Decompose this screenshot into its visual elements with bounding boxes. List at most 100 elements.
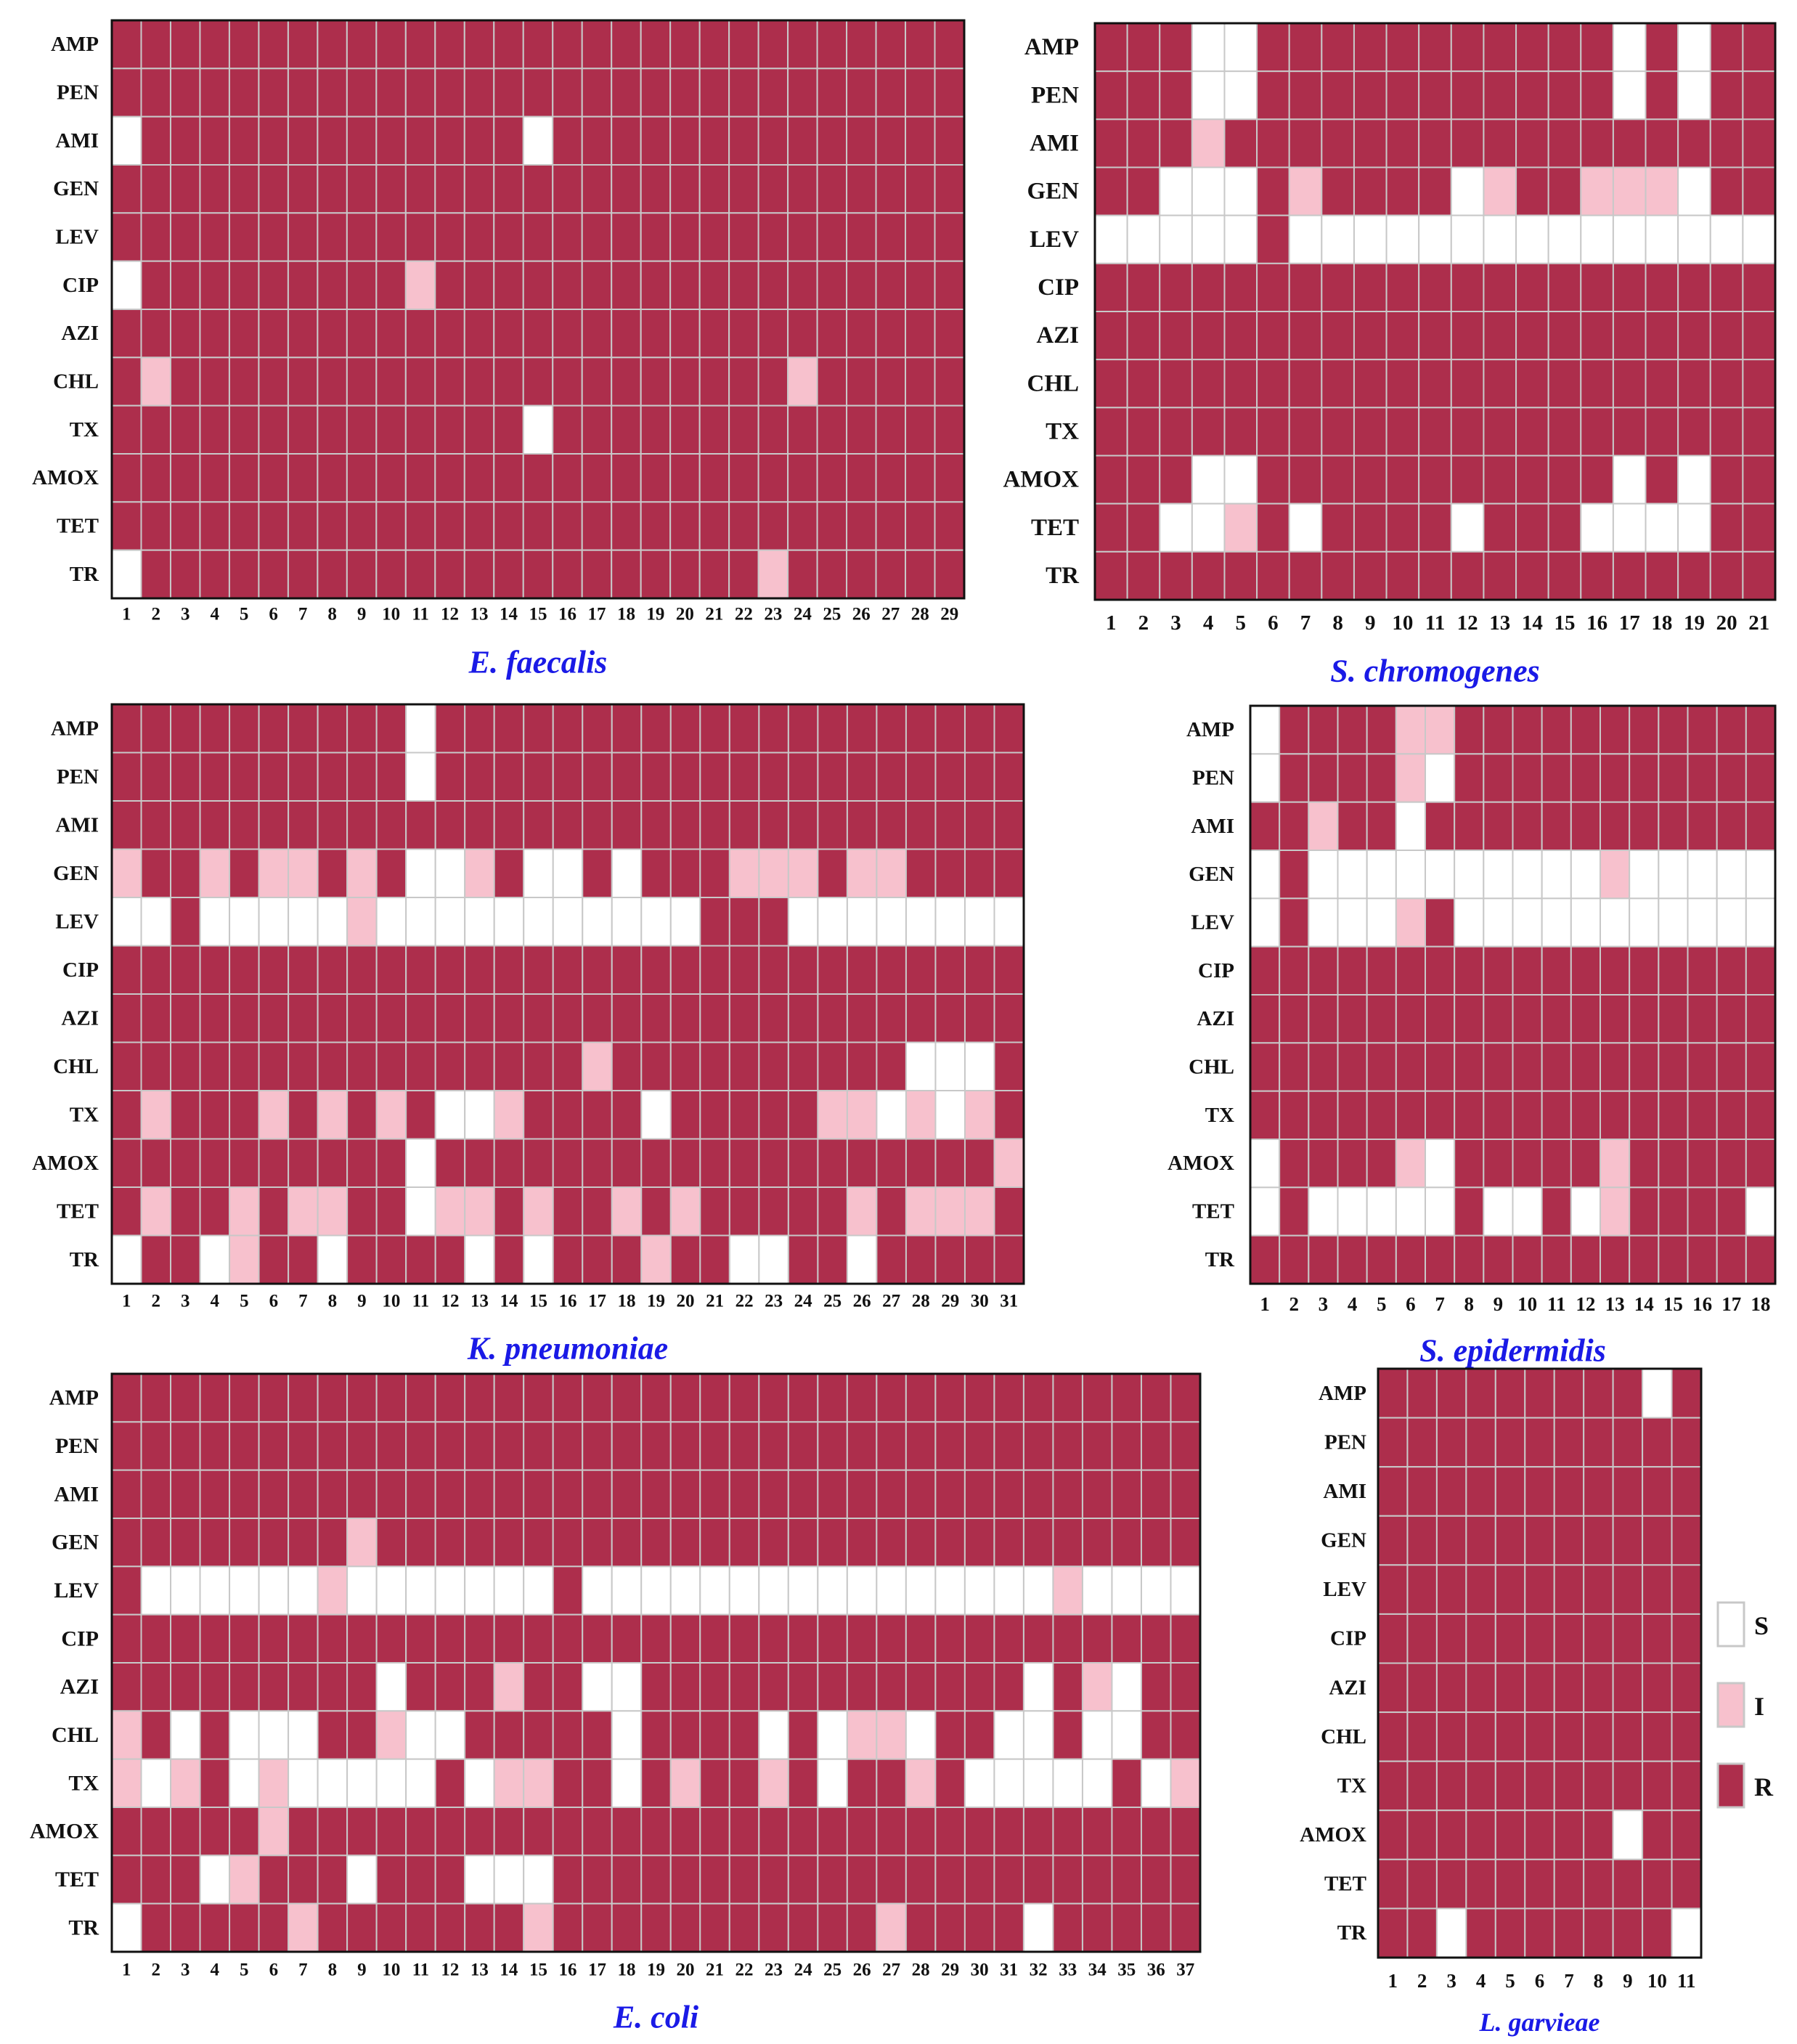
cell-e-faecalis-tet-22 [728, 501, 759, 551]
cell-k-pneumoniae-ami-19 [640, 800, 672, 850]
cell-s-epidermidis-chl-14 [1629, 1042, 1660, 1092]
cell-e-faecalis-azi-17 [581, 309, 613, 359]
cell-e-coli-ami-37 [1170, 1469, 1201, 1520]
cell-e-faecalis-cip-15 [522, 260, 554, 311]
cell-e-coli-cip-19 [640, 1613, 672, 1664]
cell-e-coli-ami-8 [317, 1469, 349, 1520]
cell-s-chromogenes-tr-18 [1645, 550, 1679, 601]
cell-s-epidermidis-amox-4 [1337, 1139, 1368, 1189]
cell-s-chromogenes-tx-13 [1483, 407, 1517, 457]
cell-e-coli-cip-16 [552, 1613, 584, 1664]
cell-l-garvieae-tx-5 [1494, 1760, 1526, 1812]
cell-e-faecalis-lev-5 [228, 212, 260, 262]
cell-k-pneumoniae-pen-22 [728, 752, 760, 802]
cell-e-faecalis-chl-3 [169, 357, 201, 407]
cell-e-coli-tr-35 [1111, 1902, 1142, 1953]
cell-e-coli-amox-36 [1140, 1807, 1172, 1857]
heatmap-border [110, 1372, 1202, 1953]
cell-k-pneumoniae-tr-10 [375, 1234, 407, 1284]
cell-l-garvieae-tr-4 [1465, 1907, 1496, 1958]
cell-e-coli-chl-20 [669, 1710, 701, 1760]
cell-e-faecalis-amp-9 [346, 20, 378, 70]
cell-e-faecalis-lev-8 [317, 212, 348, 262]
cell-l-garvieae-pen-6 [1524, 1417, 1555, 1468]
row-label-ami: AMI [1030, 130, 1079, 156]
cell-s-epidermidis-tr-8 [1454, 1234, 1485, 1285]
col-label-1: 1 [1106, 611, 1117, 635]
cell-k-pneumoniae-ami-28 [905, 800, 937, 850]
cell-e-faecalis-pen-17 [581, 68, 613, 118]
cell-s-epidermidis-tet-7 [1425, 1186, 1456, 1237]
cell-k-pneumoniae-amox-2 [140, 1138, 172, 1188]
cell-e-faecalis-amox-20 [669, 453, 701, 503]
cell-s-chromogenes-ami-9 [1353, 118, 1388, 168]
cell-e-faecalis-gen-26 [846, 164, 877, 214]
cell-e-coli-ami-6 [258, 1469, 290, 1520]
cell-e-coli-gen-11 [405, 1518, 436, 1568]
cell-s-epidermidis-tr-4 [1337, 1234, 1368, 1285]
cell-e-faecalis-tr-20 [669, 549, 701, 599]
heatmap-border [1377, 1367, 1703, 1959]
cell-e-coli-amox-4 [199, 1807, 231, 1857]
cell-s-chromogenes-amp-3 [1159, 23, 1193, 73]
cell-l-garvieae-tet-4 [1465, 1858, 1496, 1910]
cell-e-faecalis-azi-26 [846, 309, 877, 359]
col-label-11: 11 [1425, 611, 1445, 635]
cell-s-chromogenes-amox-5 [1223, 455, 1258, 505]
cell-k-pneumoniae-amox-25 [817, 1138, 848, 1188]
cell-e-coli-lev-3 [170, 1565, 201, 1616]
cell-e-coli-amox-16 [552, 1807, 584, 1857]
row-label-azi: AZI [1329, 1676, 1366, 1699]
cell-s-epidermidis-cip-1 [1250, 945, 1281, 996]
cell-e-coli-tx-35 [1111, 1758, 1142, 1808]
cell-s-epidermidis-tx-1 [1250, 1090, 1281, 1141]
cell-k-pneumoniae-pen-7 [288, 752, 319, 802]
cell-e-faecalis-cip-24 [787, 260, 818, 311]
cell-e-coli-gen-7 [288, 1518, 319, 1568]
cell-k-pneumoniae-tet-22 [728, 1186, 760, 1237]
cell-e-coli-cip-30 [963, 1613, 995, 1664]
cell-e-coli-pen-12 [434, 1421, 466, 1471]
cell-e-faecalis-amox-28 [905, 453, 936, 503]
cell-e-coli-cip-3 [170, 1613, 201, 1664]
cell-e-faecalis-ami-19 [640, 115, 672, 166]
cell-s-chromogenes-azi-17 [1612, 311, 1647, 361]
cell-s-chromogenes-tr-4 [1191, 550, 1226, 601]
cell-e-coli-cip-6 [258, 1613, 290, 1664]
cell-e-coli-gen-27 [876, 1518, 907, 1568]
cell-k-pneumoniae-amp-26 [846, 704, 878, 754]
cell-k-pneumoniae-azi-9 [346, 993, 378, 1043]
cell-e-coli-pen-31 [993, 1421, 1024, 1471]
cell-e-coli-amox-15 [523, 1807, 554, 1857]
cell-s-epidermidis-chl-10 [1512, 1042, 1543, 1092]
cell-e-coli-lev-26 [846, 1565, 878, 1616]
cell-e-faecalis-tx-24 [787, 404, 818, 455]
cell-e-faecalis-lev-11 [404, 212, 436, 262]
cell-l-garvieae-tet-11 [1671, 1858, 1703, 1910]
cell-e-coli-tr-2 [140, 1902, 172, 1953]
cell-s-chromogenes-amp-4 [1191, 23, 1226, 73]
cell-s-epidermidis-tx-8 [1454, 1090, 1485, 1141]
cell-l-garvieae-amp-9 [1612, 1368, 1644, 1419]
cell-k-pneumoniae-tx-23 [758, 1090, 789, 1140]
col-label-12: 12 [441, 1292, 459, 1311]
cell-e-faecalis-ami-12 [434, 115, 465, 166]
cell-e-coli-amox-23 [758, 1807, 789, 1857]
cell-e-faecalis-lev-7 [287, 212, 319, 262]
cell-e-faecalis-chl-28 [905, 357, 936, 407]
cell-s-chromogenes-cip-4 [1191, 262, 1226, 312]
cell-k-pneumoniae-tet-29 [934, 1186, 966, 1237]
col-label-21: 21 [705, 605, 723, 624]
cell-e-faecalis-tr-27 [875, 549, 907, 599]
cell-e-faecalis-cip-17 [581, 260, 613, 311]
cell-s-chromogenes-amox-11 [1418, 455, 1452, 505]
col-label-15: 15 [1663, 1293, 1683, 1315]
cell-e-coli-chl-16 [552, 1710, 584, 1760]
cell-s-chromogenes-chl-17 [1612, 359, 1647, 409]
cell-e-faecalis-tx-29 [934, 404, 966, 455]
cell-k-pneumoniae-azi-21 [699, 993, 730, 1043]
cell-e-coli-lev-2 [140, 1565, 172, 1616]
cell-l-garvieae-amp-6 [1524, 1368, 1555, 1419]
cell-l-garvieae-lev-1 [1377, 1564, 1409, 1615]
